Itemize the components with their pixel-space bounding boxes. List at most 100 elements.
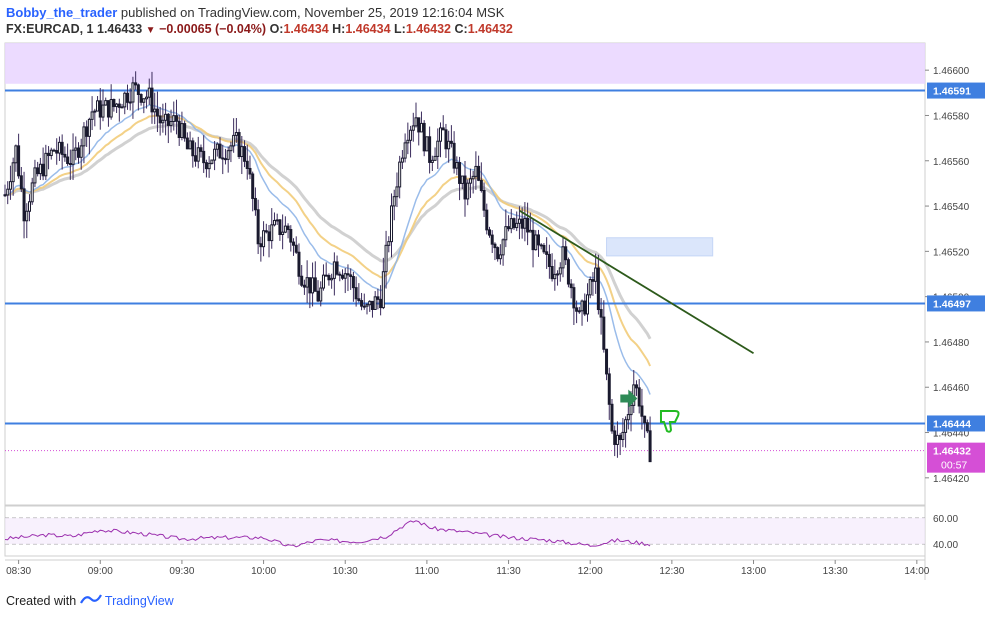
- candle-body: [585, 294, 589, 315]
- candle-body: [381, 271, 385, 309]
- candle-body: [289, 229, 293, 243]
- candle-body: [373, 296, 377, 310]
- low-label: L:: [394, 22, 406, 36]
- candle-body: [188, 140, 192, 150]
- candle-body: [166, 113, 170, 126]
- candle-body: [270, 224, 274, 242]
- candle-body: [215, 143, 219, 150]
- candle-body: [605, 348, 609, 375]
- candle-body: [466, 182, 470, 200]
- candle-body: [487, 229, 491, 236]
- candle-body: [517, 218, 521, 224]
- candle-body: [319, 287, 323, 302]
- candle-body: [139, 93, 143, 103]
- candle-body: [422, 122, 426, 152]
- created-with-label: Created with: [6, 594, 77, 608]
- candle-body: [645, 422, 649, 432]
- price-change: −0.00065 (−0.04%): [159, 22, 267, 36]
- candle-body: [112, 98, 116, 108]
- candle-body: [575, 307, 579, 312]
- candle-body: [180, 123, 184, 139]
- candle-body: [25, 210, 29, 222]
- candle-body: [305, 277, 309, 288]
- candle-body: [234, 132, 238, 136]
- candle-body: [204, 162, 208, 170]
- author-name[interactable]: Bobby_the_trader: [6, 5, 118, 20]
- candle-body: [36, 167, 40, 175]
- candle-body: [185, 137, 189, 150]
- candle-body: [47, 152, 51, 157]
- candle-body: [286, 225, 290, 231]
- candle-body: [471, 175, 475, 180]
- candle-body: [229, 145, 233, 152]
- y-tick-label: 1.46420: [933, 474, 970, 485]
- candle-body: [90, 111, 94, 120]
- plot-area: [4, 42, 926, 506]
- candle-body: [14, 145, 18, 164]
- candle-body: [11, 162, 15, 183]
- candle-body: [566, 259, 570, 285]
- y-tick-label: 1.46540: [933, 202, 970, 213]
- candle-body: [52, 149, 56, 152]
- thumbs-down-icon: [659, 409, 680, 433]
- y-tick-label: 1.46580: [933, 111, 970, 122]
- candle-body: [17, 145, 21, 177]
- candle-body: [643, 415, 647, 424]
- candle-body: [583, 300, 587, 315]
- high-value: 1.46434: [345, 22, 391, 36]
- candle-body: [136, 84, 140, 95]
- candle-body: [281, 231, 285, 236]
- candle-body: [115, 103, 119, 108]
- candle-body: [387, 241, 391, 246]
- candle-body: [403, 142, 407, 159]
- candle-body: [161, 119, 165, 124]
- candle-body: [324, 274, 328, 277]
- candle-body: [243, 146, 247, 162]
- resistance-zone: [5, 43, 925, 84]
- candle-body: [142, 98, 146, 103]
- candle-body: [433, 155, 437, 161]
- x-tick-label: 08:30: [6, 566, 31, 577]
- candle-body: [313, 277, 317, 292]
- candle-body: [101, 104, 105, 118]
- candle-body: [460, 175, 464, 184]
- candle-body: [539, 244, 543, 247]
- candle-body: [425, 136, 429, 152]
- candle-body: [87, 118, 91, 137]
- candle-body: [194, 155, 198, 162]
- candle-body: [27, 201, 31, 212]
- price-tag: [927, 415, 985, 432]
- candle-body: [8, 181, 12, 190]
- close-value: 1.46432: [467, 22, 513, 36]
- candle-body: [365, 304, 369, 307]
- rsi-level-label: 60.00: [933, 514, 958, 525]
- candle-body: [55, 150, 59, 154]
- candle-body: [504, 226, 508, 241]
- y-tick-label: 1.46460: [933, 383, 970, 394]
- tradingview-brand[interactable]: TradingView: [104, 594, 174, 608]
- candle-body: [536, 234, 540, 246]
- candle-body: [501, 239, 505, 256]
- candle-body: [468, 178, 472, 184]
- candle-body: [411, 125, 415, 131]
- price-tag: [927, 295, 985, 312]
- x-tick-label: 12:00: [578, 566, 603, 577]
- candle-body: [419, 122, 423, 133]
- ema-mid-line: [4, 114, 652, 367]
- candle-body: [400, 157, 404, 163]
- candle-body: [33, 167, 37, 184]
- candle-body: [406, 139, 410, 144]
- candle-body: [512, 218, 516, 229]
- candle-body: [376, 296, 380, 300]
- candle-body: [588, 279, 592, 296]
- candle-body: [164, 113, 168, 121]
- candle-body: [482, 189, 486, 211]
- candle-body: [561, 246, 565, 269]
- candle-body: [169, 120, 173, 126]
- x-tick-label: 12:30: [659, 566, 684, 577]
- candle-body: [618, 434, 622, 441]
- current-price-label: 1.46432: [933, 446, 971, 458]
- candle-body: [547, 253, 551, 267]
- ema-fast-line: [4, 104, 651, 395]
